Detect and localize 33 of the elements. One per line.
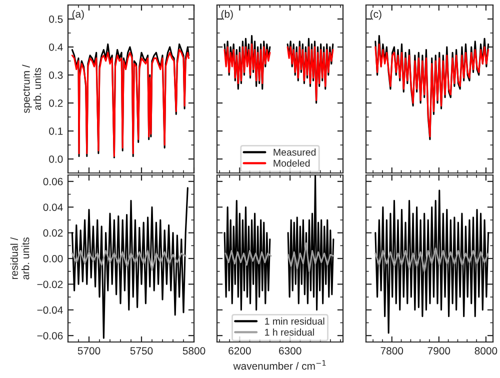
annotation: (b) [221,10,233,20]
y-tick-label: 0.5 [49,16,63,23]
y-tick-label: 0.4 [49,44,63,51]
legend-label: 1 h residual [265,328,314,336]
y-tick-label: 0.3 [49,72,63,79]
y-tick-label: 0.00 [43,255,63,262]
y-tick-label: 0.04 [43,204,63,211]
legend-label: 1 min residual [265,318,324,325]
y-axis-title: residual / arb. units [10,237,30,280]
y-axis-title: spectrum / arb. units [22,64,42,114]
legend-label: Measured [274,148,316,156]
annotation: (a) [72,10,84,20]
x-tick-label: 8000 [474,347,498,355]
annotation: (c) [370,10,382,20]
y-tick-label: −0.02 [37,280,63,288]
x-tick-label: 5750 [130,347,153,355]
y-tick-label: 0.2 [49,100,63,107]
x-tick-label: 7900 [428,347,450,355]
y-tick-label: 0.0 [49,156,63,163]
line-series [71,250,186,271]
y-tick-label: 0.1 [49,128,63,135]
x-axis-title: wavenumber / cm$^{−1}$ [233,360,326,370]
line-series [71,187,188,339]
x-tick-label: 6300 [279,347,302,355]
x-tick-label: 5700 [78,347,100,355]
legend-label: Modeled [274,160,310,167]
x-tick-label: 6200 [228,347,251,355]
y-tick-label: 0.02 [43,229,63,237]
y-tick-label: 0.06 [43,178,63,186]
x-tick-label: 5800 [182,347,206,355]
y-tick-label: −0.04 [37,306,63,314]
y-tick-label: −0.06 [37,332,63,340]
x-tick-label: 7800 [380,347,404,355]
